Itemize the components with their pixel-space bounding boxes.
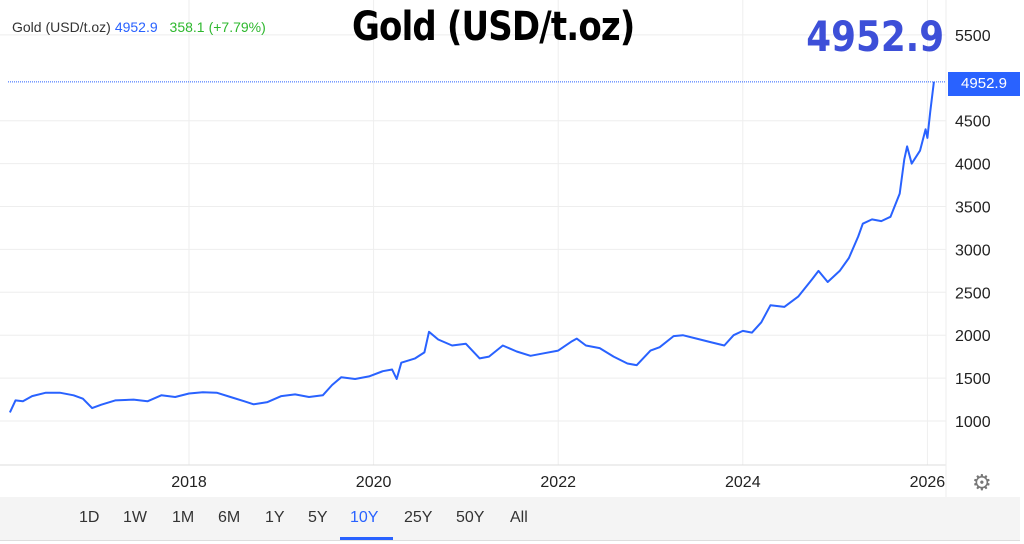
- gear-icon[interactable]: ⚙: [972, 470, 992, 495]
- y-tick-label: 1500: [955, 371, 991, 388]
- range-button-25y[interactable]: 25Y: [404, 509, 433, 526]
- x-tick-label: 2020: [356, 474, 392, 491]
- range-toolbar: 1D 1W 1M 6M 1Y 5Y 10Y 25Y 50Y All: [0, 497, 1020, 541]
- y-tick-label: 2000: [955, 328, 991, 345]
- range-button-1m[interactable]: 1M: [172, 509, 195, 526]
- legend-change-pct: (+7.79%): [208, 19, 266, 35]
- range-button-50y[interactable]: 50Y: [456, 509, 485, 526]
- legend-symbol: Gold (USD/t.oz): [12, 19, 111, 35]
- y-axis: 1000 1500 2000 2500 3000 3500 4000 4500 5500: [955, 28, 991, 431]
- grid: [0, 0, 946, 465]
- legend-price: 4952.9: [114, 19, 158, 35]
- active-range-indicator: [340, 537, 393, 540]
- y-tick-label: 2500: [955, 285, 991, 302]
- range-button-5y[interactable]: 5Y: [308, 509, 328, 526]
- series-line: [8, 81, 935, 413]
- range-button-10y[interactable]: 10Y: [350, 509, 379, 526]
- x-tick-label: 2026: [910, 474, 946, 491]
- x-axis: 2018 2020 2022 2024 2026: [171, 474, 945, 491]
- y-tick-label: 5500: [955, 28, 991, 45]
- x-tick-label: 2022: [540, 474, 576, 491]
- y-tick-label: 3500: [955, 200, 991, 217]
- range-button-1d[interactable]: 1D: [79, 509, 100, 526]
- last-price-tag: 4952.9: [948, 72, 1020, 96]
- y-tick-label: 4000: [955, 157, 991, 174]
- legend: Gold (USD/t.oz) 4952.9 358.1 (+7.79%): [12, 19, 270, 35]
- y-tick-label: 1000: [955, 414, 991, 431]
- range-button-1y[interactable]: 1Y: [265, 509, 285, 526]
- range-button-all[interactable]: All: [510, 509, 528, 526]
- range-button-6m[interactable]: 6M: [218, 509, 241, 526]
- legend-change: 358.1: [169, 19, 205, 35]
- range-button-1w[interactable]: 1W: [123, 509, 147, 526]
- y-tick-label: 4500: [955, 114, 991, 131]
- y-tick-label: 3000: [955, 242, 991, 259]
- big-price: 4952.9: [806, 12, 944, 61]
- x-tick-label: 2024: [725, 474, 761, 491]
- chart-title: Gold (USD/t.oz): [352, 4, 635, 50]
- x-tick-label: 2018: [171, 474, 207, 491]
- price-chart[interactable]: 1000 1500 2000 2500 3000 3500 4000 4500 5500 201…: [0, 0, 1024, 497]
